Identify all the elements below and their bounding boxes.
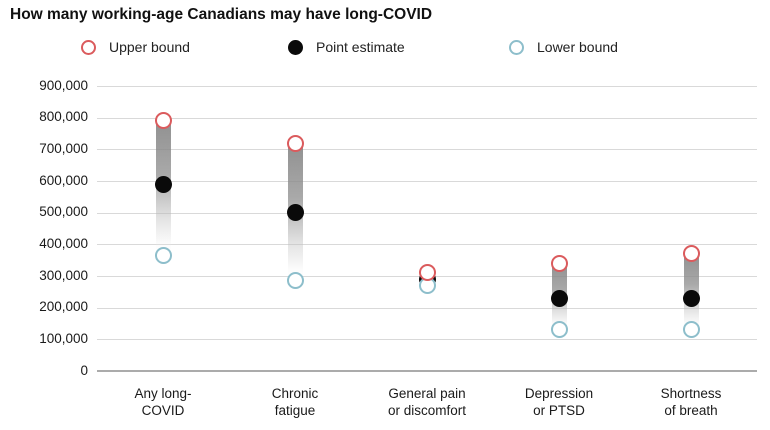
lower-bound-marker [682,321,700,339]
x-tick-label-line1: Any long- [134,386,192,401]
legend-label: Lower bound [537,39,618,55]
y-tick-label: 600,000 [39,172,88,188]
x-axis-baseline [97,370,757,372]
chart-title: How many working-age Canadians may have … [10,6,433,23]
x-tick-label-line1: General pain [388,386,466,401]
point-estimate-marker [154,175,172,193]
gridline [97,339,757,341]
y-tick-label: 700,000 [39,140,88,156]
legend-filled-circle-icon [288,39,303,55]
x-tick-label-line2: of breath [664,403,718,418]
gridline [97,117,757,119]
x-tick-label: Shortness of breath [625,385,757,419]
y-tick-label: 100,000 [39,330,88,346]
legend-open-circle-icon [81,39,96,55]
y-tick-label: 300,000 [39,267,88,283]
x-tick-label-line2: or discomfort [387,403,467,418]
x-tick-label-line1: Shortness [660,386,722,401]
x-tick-label: Any long- COVID [97,385,229,419]
x-tick-label-line1: Chronic [271,386,319,401]
y-tick-label: 900,000 [39,77,88,93]
x-tick-label-line1: Depression [524,386,594,401]
legend-label: Point estimate [316,39,405,55]
legend-item-point-estimate: Point estimate [288,38,405,56]
lower-bound-marker [154,246,172,264]
gridline [97,149,757,151]
upper-bound-marker [682,245,700,263]
point-estimate-marker [286,204,304,222]
upper-bound-marker [286,134,304,152]
gridline [97,212,757,214]
gridline [97,244,757,246]
y-tick-label: 400,000 [39,235,88,251]
legend-open-circle-icon [509,39,524,55]
x-tick-label-line2: fatigue [274,403,316,418]
point-estimate-marker [550,289,568,307]
x-tick-label-line2: COVID [141,403,185,418]
y-tick-label: 200,000 [39,299,88,315]
gridline [97,86,757,87]
upper-bound-marker [418,264,436,282]
y-tick-label: 500,000 [39,204,88,220]
x-tick-label: Chronic fatigue [229,385,361,419]
x-tick-label: Depression or PTSD [493,385,625,419]
x-tick-label-line2: or PTSD [533,403,585,418]
y-tick-label: 800,000 [39,109,88,125]
x-tick-label: General pain or discomfort [361,385,493,419]
lower-bound-marker [550,321,568,339]
legend-label: Upper bound [109,39,190,55]
lower-bound-marker [286,272,304,290]
upper-bound-marker [154,112,172,130]
y-tick-label: 0 [80,362,88,378]
legend-item-upper-bound: Upper bound [81,38,190,56]
point-estimate-marker [682,289,700,307]
legend-item-lower-bound: Lower bound [509,38,618,56]
upper-bound-marker [550,254,568,272]
gridline [97,307,757,309]
gridline [97,181,757,182]
